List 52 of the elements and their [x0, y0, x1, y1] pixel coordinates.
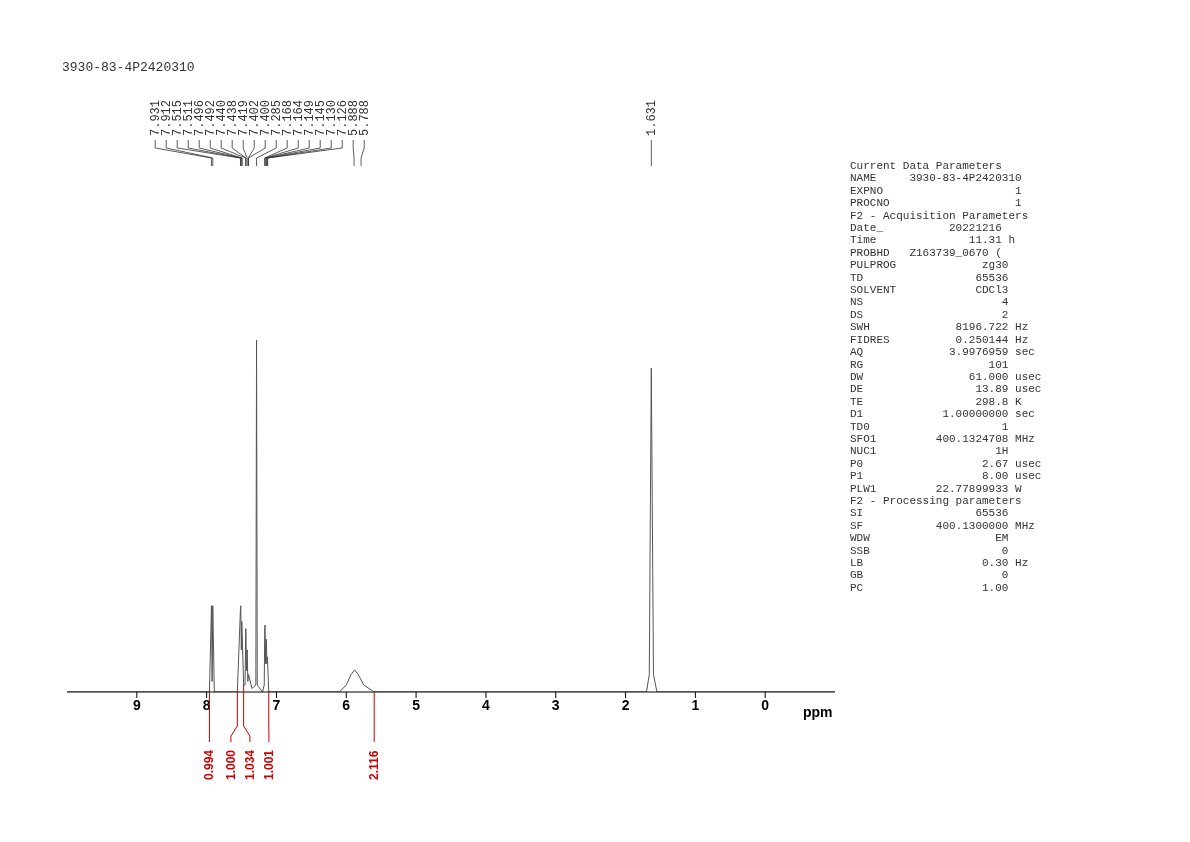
text: NAME 3930-83-4P2420310 — [850, 172, 1023, 185]
x-tick-label: 1 — [691, 696, 700, 713]
text: SOLVENT CDCl3 — [850, 284, 1010, 297]
text: WDW EM — [850, 532, 1010, 545]
text: SFO1 400.1324708 MHz — [850, 432, 1036, 446]
text: SF 400.1300000 MHz — [850, 519, 1036, 533]
text: Time 11.31 h — [850, 234, 1017, 247]
text: NS 4 — [850, 296, 1010, 309]
text: SSB 0 — [850, 544, 1010, 557]
annotation: 0.994 — [202, 749, 217, 780]
chart-title: 3930-83-4P2420310 — [62, 60, 195, 75]
annotation: 2.116 — [367, 750, 382, 780]
text: Date_ 20221216 — [850, 222, 1003, 235]
text: PROBHD Z163739_0670 ( — [850, 246, 1003, 260]
text: AQ 3.9976959 sec — [850, 346, 1036, 359]
text: PLW1 22.77899933 W — [850, 482, 1023, 495]
x-tick-label: 7 — [272, 696, 281, 713]
annotation: 1.001 — [261, 749, 276, 780]
text: SWH 8196.722 Hz — [850, 321, 1030, 334]
text: PULPROG zg30 — [850, 259, 1010, 272]
x-tick-label: 9 — [132, 696, 141, 713]
text: D1 1.00000000 sec — [850, 408, 1036, 421]
annotation: 1.000 — [223, 749, 238, 780]
text: Current Data Parameters — [850, 160, 1003, 173]
text: DE 13.89 usec — [850, 383, 1042, 396]
text: DS 2 — [850, 308, 1010, 322]
x-tick-label: 3 — [551, 696, 560, 713]
text: FIDRES 0.250144 Hz — [850, 333, 1030, 347]
text: DW 61.000 usec — [850, 370, 1042, 384]
text: P0 2.67 usec — [850, 457, 1042, 471]
text: SI 65536 — [850, 507, 1010, 520]
text: GB 0 — [850, 569, 1010, 582]
text: F2 - Processing parameters — [850, 494, 1023, 508]
x-tick-label: 5 — [412, 696, 421, 713]
text: P1 8.00 usec — [850, 470, 1042, 483]
x-tick-label: 4 — [482, 696, 491, 713]
text: RG 101 — [850, 358, 1010, 371]
text: PROCNO 1 — [850, 197, 1023, 210]
annotation: 1.631 — [645, 99, 660, 136]
text: LB 0.30 Hz — [850, 557, 1030, 570]
text: PC 1.00 — [850, 581, 1010, 595]
text: NUC1 1H — [850, 445, 1010, 458]
annotation: 1.034 — [242, 749, 257, 780]
text: EXPNO 1 — [850, 184, 1023, 198]
x-tick-label: 6 — [342, 696, 351, 713]
text: TD0 1 — [850, 420, 1010, 433]
x-axis-title: ppm — [803, 704, 833, 720]
text: TE 298.8 K — [850, 395, 1023, 409]
text: TD 65536 — [850, 271, 1010, 285]
x-tick-label: 2 — [621, 696, 630, 713]
text: F2 - Acquisition Parameters — [850, 209, 1030, 223]
x-tick-label: 0 — [761, 696, 770, 713]
